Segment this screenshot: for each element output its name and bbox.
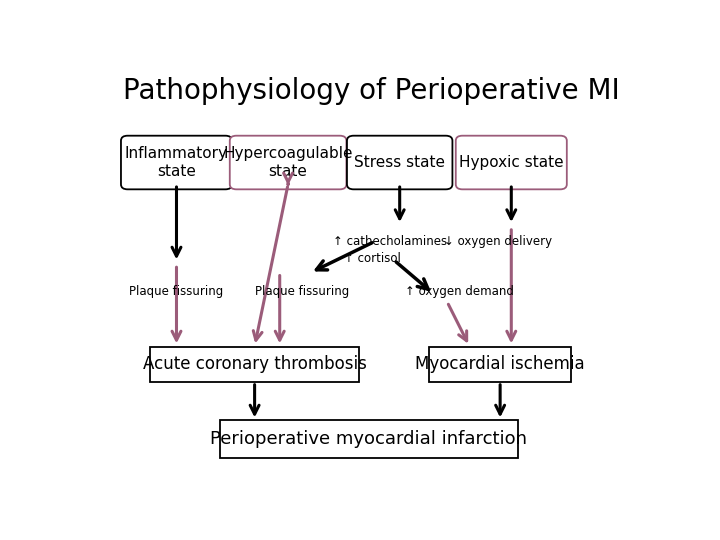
Text: Plaque fissuring: Plaque fissuring bbox=[255, 285, 349, 298]
Bar bbox=[220, 420, 518, 458]
Text: ↓ oxygen delivery: ↓ oxygen delivery bbox=[444, 235, 552, 248]
Text: Plaque fissuring: Plaque fissuring bbox=[129, 285, 223, 298]
Text: Acute coronary thrombosis: Acute coronary thrombosis bbox=[143, 355, 366, 373]
Bar bbox=[429, 347, 571, 382]
Text: Stress state: Stress state bbox=[354, 155, 445, 170]
Text: Inflammatory
state: Inflammatory state bbox=[125, 146, 228, 179]
Text: Perioperative myocardial infarction: Perioperative myocardial infarction bbox=[210, 430, 528, 448]
Text: ↑ cathecholamines: ↑ cathecholamines bbox=[333, 235, 447, 248]
FancyBboxPatch shape bbox=[121, 136, 232, 190]
FancyBboxPatch shape bbox=[456, 136, 567, 190]
Bar bbox=[150, 347, 359, 382]
Text: Hypercoagulable
state: Hypercoagulable state bbox=[223, 146, 353, 179]
Text: Myocardial ischemia: Myocardial ischemia bbox=[415, 355, 585, 373]
Text: ↑ cortisol: ↑ cortisol bbox=[344, 252, 401, 265]
Text: ↑ oxygen demand: ↑ oxygen demand bbox=[405, 285, 514, 298]
Text: Hypoxic state: Hypoxic state bbox=[459, 155, 564, 170]
FancyBboxPatch shape bbox=[347, 136, 452, 190]
Text: Pathophysiology of Perioperative MI: Pathophysiology of Perioperative MI bbox=[124, 77, 620, 105]
FancyBboxPatch shape bbox=[230, 136, 346, 190]
